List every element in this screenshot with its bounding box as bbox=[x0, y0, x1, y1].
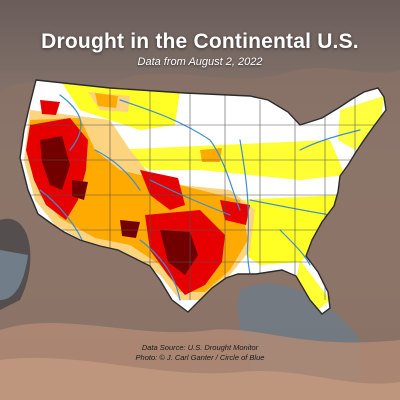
extreme-drought-area bbox=[40, 100, 60, 115]
extreme-drought-area bbox=[220, 200, 250, 225]
us-outline bbox=[19, 79, 387, 315]
severe-drought-area bbox=[200, 148, 222, 162]
map-subtitle: Data from August 2, 2022 bbox=[137, 56, 263, 68]
severe-drought-area bbox=[95, 93, 118, 108]
drought-categories bbox=[20, 80, 386, 314]
data-source-credit: Data Source: U.S. Drought Monitor bbox=[141, 343, 259, 352]
abnormally-dry-area bbox=[296, 260, 330, 310]
map-title: Drought in the Continental U.S. bbox=[41, 30, 359, 53]
photo-credit: Photo: © J. Carl Ganter / Circle of Blue bbox=[135, 353, 265, 362]
exceptional-drought-area bbox=[160, 230, 198, 275]
exceptional-drought-area bbox=[120, 220, 140, 238]
abnormally-dry-area bbox=[338, 96, 384, 150]
exceptional-drought-area bbox=[40, 136, 70, 190]
credits: Data Source: U.S. Drought Monitor Photo:… bbox=[0, 343, 400, 363]
